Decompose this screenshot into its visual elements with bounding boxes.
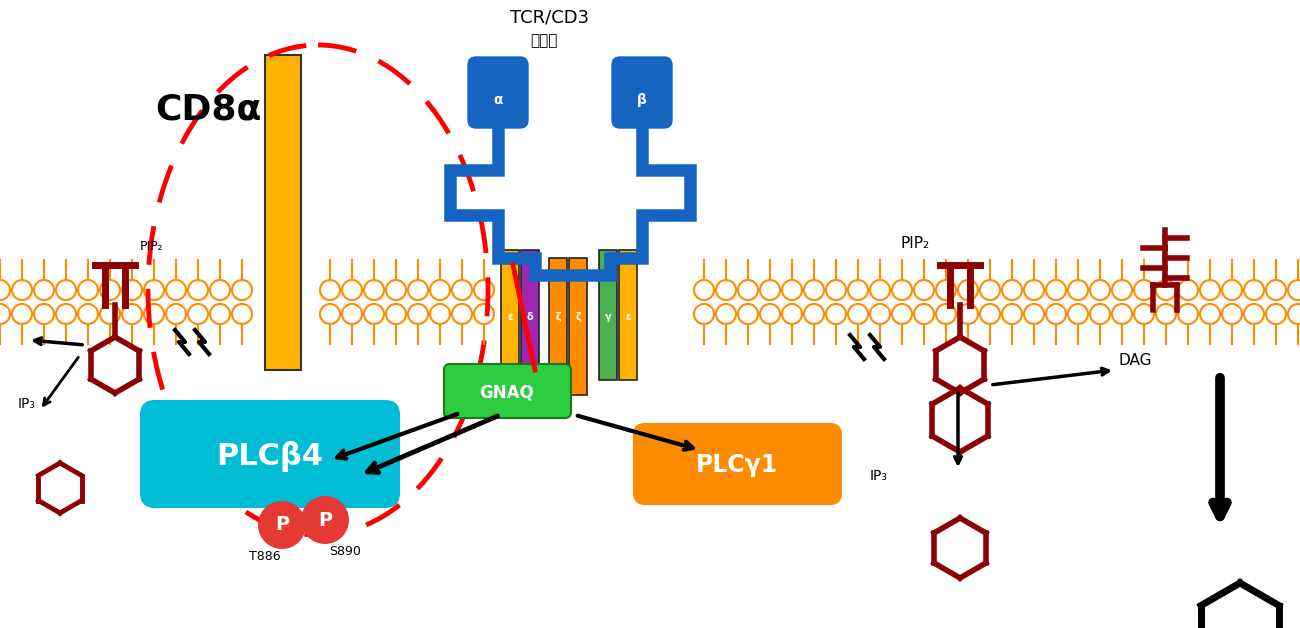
Text: T886: T886 [250, 550, 281, 563]
FancyBboxPatch shape [468, 57, 528, 128]
Text: TCR/CD3: TCR/CD3 [510, 8, 589, 26]
Circle shape [257, 501, 306, 549]
Bar [521, 250, 540, 380]
Text: β: β [637, 93, 647, 107]
Text: ζ: ζ [575, 312, 581, 322]
FancyBboxPatch shape [140, 400, 400, 508]
Bar [549, 258, 567, 395]
Text: PLCβ4: PLCβ4 [217, 440, 324, 472]
FancyBboxPatch shape [633, 423, 842, 505]
Text: S890: S890 [329, 545, 361, 558]
Bar [619, 250, 637, 380]
Text: PIP₂: PIP₂ [140, 240, 164, 253]
Text: α: α [493, 93, 503, 107]
Text: ε: ε [625, 312, 630, 322]
FancyBboxPatch shape [445, 364, 571, 418]
Circle shape [302, 496, 348, 544]
Bar [599, 250, 618, 380]
Bar [265, 55, 302, 370]
Text: IP₃: IP₃ [870, 469, 888, 483]
Bar [569, 258, 588, 395]
Text: PLCγ1: PLCγ1 [696, 453, 779, 477]
FancyBboxPatch shape [612, 57, 672, 128]
Text: CD8α: CD8α [155, 93, 261, 127]
Text: 複合体: 複合体 [530, 33, 558, 48]
Text: ε: ε [507, 312, 512, 322]
Text: P: P [318, 511, 332, 529]
Text: IP₃: IP₃ [18, 397, 36, 411]
Text: PIP₂: PIP₂ [900, 236, 929, 251]
Text: P: P [274, 516, 289, 534]
Bar [500, 250, 519, 380]
Text: GNAQ: GNAQ [480, 384, 534, 402]
Text: γ: γ [604, 312, 611, 322]
Text: δ: δ [526, 312, 533, 322]
Text: DAG: DAG [1118, 353, 1152, 368]
Text: ζ: ζ [555, 312, 560, 322]
